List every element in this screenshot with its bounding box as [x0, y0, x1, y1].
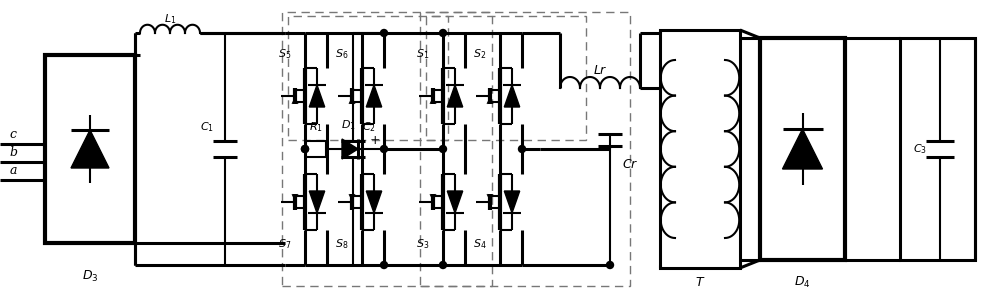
- Circle shape: [518, 145, 526, 153]
- Polygon shape: [782, 129, 822, 169]
- Polygon shape: [447, 191, 463, 213]
- Circle shape: [440, 145, 446, 153]
- Bar: [288, 16, 448, 140]
- Text: $S_4$: $S_4$: [473, 237, 487, 251]
- Text: $S_6$: $S_6$: [335, 47, 349, 61]
- Text: $S_8$: $S_8$: [335, 237, 349, 251]
- Polygon shape: [504, 191, 520, 213]
- Bar: [420, 12, 630, 286]
- Polygon shape: [366, 191, 382, 213]
- Bar: [282, 12, 492, 286]
- Bar: [426, 16, 586, 140]
- Text: $C_3$: $C_3$: [913, 142, 927, 156]
- Text: +: +: [370, 134, 380, 148]
- Text: $D_4$: $D_4$: [794, 274, 811, 290]
- Circle shape: [440, 262, 446, 268]
- Text: $C_1$: $C_1$: [200, 120, 214, 134]
- Text: $C_2$: $C_2$: [362, 120, 376, 134]
- Polygon shape: [309, 191, 325, 213]
- Bar: [660, 30, 740, 268]
- Bar: [760, 38, 845, 260]
- Polygon shape: [71, 130, 109, 168]
- Polygon shape: [366, 85, 382, 107]
- Polygon shape: [342, 139, 358, 159]
- Bar: [900, 38, 975, 260]
- Text: a: a: [9, 164, 17, 176]
- Text: $D_3$: $D_3$: [82, 268, 98, 284]
- Text: $L_1$: $L_1$: [164, 12, 176, 26]
- Text: $S_2$: $S_2$: [473, 47, 487, 61]
- Circle shape: [302, 145, 308, 153]
- Bar: [45, 55, 135, 243]
- Text: $T$: $T$: [695, 275, 705, 288]
- Text: $Cr$: $Cr$: [622, 158, 638, 170]
- Text: b: b: [9, 145, 17, 159]
- Text: $Lr$: $Lr$: [593, 63, 607, 77]
- Circle shape: [380, 145, 388, 153]
- Text: $S_3$: $S_3$: [416, 237, 430, 251]
- Circle shape: [302, 145, 308, 153]
- Circle shape: [606, 262, 614, 268]
- Text: c: c: [10, 128, 16, 140]
- Circle shape: [380, 262, 388, 268]
- Polygon shape: [447, 85, 463, 107]
- Text: $S_1$: $S_1$: [416, 47, 430, 61]
- Text: $R_1$: $R_1$: [309, 120, 323, 134]
- Bar: [306, 141, 326, 157]
- Circle shape: [380, 30, 388, 36]
- Text: $S_5$: $S_5$: [278, 47, 292, 61]
- Polygon shape: [504, 85, 520, 107]
- Circle shape: [440, 30, 446, 36]
- Polygon shape: [309, 85, 325, 107]
- Text: $D_1$: $D_1$: [341, 118, 355, 132]
- Text: $S_7$: $S_7$: [278, 237, 292, 251]
